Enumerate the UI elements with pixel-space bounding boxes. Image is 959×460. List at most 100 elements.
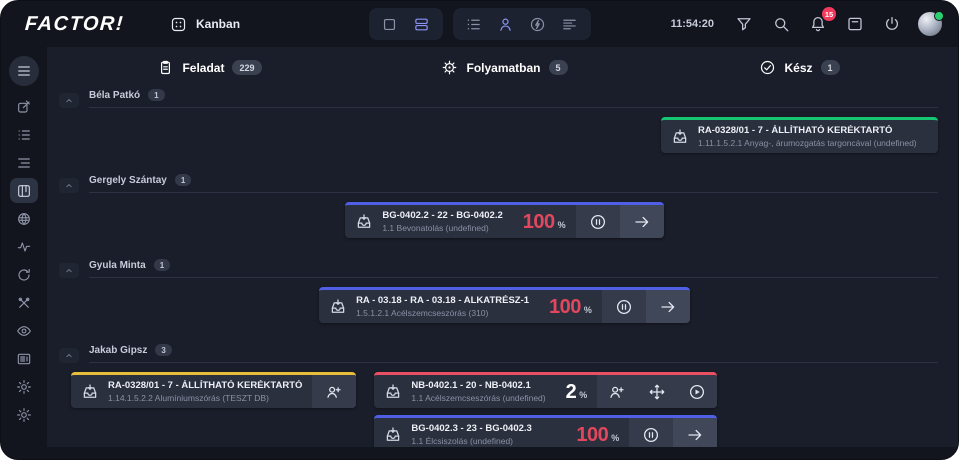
percent-value: 100 [522,210,555,233]
frame-button[interactable] [844,13,866,35]
lane-header: Gyula Minta 1 [59,254,938,278]
lane-collapse-button[interactable] [59,263,79,278]
group-add-button[interactable] [312,375,357,408]
filter-button[interactable] [733,13,755,35]
power-button[interactable] [881,13,903,35]
pause-icon [642,426,660,444]
card-subtitle: 1.11.1.5.2.1 Anyag-, árumozgatás targonc… [698,138,917,149]
person-icon [497,16,514,33]
pause-button[interactable] [601,290,646,323]
card-title: BG-0402.2 - 22 - BG-0402.2 [382,209,503,221]
globe-icon [16,211,32,227]
search-icon [772,15,790,33]
lane-collapse-button[interactable] [59,93,79,108]
card-title: RA-0328/01 - 7 - ÁLLÍTHATÓ KERÉKTARTÓ [698,124,893,136]
funnel-icon [735,15,753,33]
kanban-card[interactable]: RA - 03.18 - RA - 03.18 - ALKATRÉSZ-1 1.5… [319,287,690,323]
toggle-align-mode[interactable] [557,12,583,36]
view-toggle-group [368,8,443,40]
kanban-app-icon [170,16,187,33]
lane-name: Gyula Minta [89,259,146,271]
toggle-rows-view[interactable] [409,12,435,36]
sidebar-item-sync[interactable] [10,262,38,287]
left-sidebar [1,47,47,449]
sidebar-item-menu[interactable] [9,56,39,86]
group-add-button[interactable] [597,375,638,408]
lane-collapse-button[interactable] [59,178,79,193]
percent-unit: % [611,432,620,443]
card-subtitle: 1.1 Élcsiszolás (undefined) [411,436,514,447]
lane-title-row: Gyula Minta 1 [89,259,938,278]
toggle-single-view[interactable] [377,12,403,36]
workstation-icon [329,298,347,316]
column-count-badge: 1 [820,60,840,75]
bell-icon [809,15,827,33]
card-text: NB-0402.1 - 20 - NB-0402.1 1.1 Acélszemcs… [411,380,545,404]
pause-button[interactable] [629,418,674,451]
pulse-icon [16,239,32,255]
workstation-icon [81,383,99,401]
pause-button[interactable] [575,205,620,238]
arrow-right-button[interactable] [619,205,664,238]
card-main: RA-0328/01 - 7 - ÁLLÍTHATÓ KERÉKTARTÓ 1.1… [661,120,938,153]
sidebar-item-system-settings[interactable] [10,402,38,427]
search-button[interactable] [770,13,792,35]
kanban-card[interactable]: BG-0402.2 - 22 - BG-0402.2 1.1 Bevonatolá… [345,202,664,238]
page-title: Kanban [196,17,241,31]
lane-header: Jakab Gipsz 3 [59,339,938,363]
toggle-power-mode[interactable] [525,12,551,36]
lane-header: Béla Patkó 1 [59,84,938,108]
sidebar-item-task-list[interactable] [10,122,38,147]
page-head: Kanban [170,16,240,33]
card-subtitle: 1.14.1.5.2.2 Alumíniumszórás (TESZT DB) [108,393,269,404]
lane-name: Béla Patkó [89,89,141,101]
lane-header: Gergely Szántay 1 [59,169,938,193]
kanban-card[interactable]: NB-0402.1 - 20 - NB-0402.1 1.1 Acélszemcs… [374,372,718,408]
swimlanes: Béla Patkó 1 RA-0328/01 - 7 - ÁLLÍTHATÓ KE… [59,84,938,459]
arrow-right-button[interactable] [673,418,718,451]
kanban-card[interactable]: RA-0328/01 - 7 - ÁLLÍTHATÓ KERÉKTARTÓ 1.1… [661,117,938,153]
card-title: RA - 03.18 - RA - 03.18 - ALKATRÉSZ-1 [356,294,530,306]
play-button[interactable] [677,375,718,408]
toggle-person-mode[interactable] [493,12,519,36]
sidebar-item-visibility[interactable] [10,318,38,343]
sidebar-item-settings[interactable] [10,374,38,399]
check-icon [759,59,776,76]
workstation-icon [384,426,402,444]
card-main: RA-0328/01 - 7 - ÁLLÍTHATÓ KERÉKTARTÓ 1.1… [71,375,312,408]
card-subtitle: 1.1 Acélszemcseszórás (undefined) [411,393,546,404]
card-title: RA-0328/01 - 7 - ÁLLÍTHATÓ KERÉKTARTÓ [108,379,303,391]
notifications-button[interactable]: 15 [807,7,836,35]
arrow-right-button[interactable] [645,290,690,323]
sidebar-item-kanban-board[interactable] [10,178,38,203]
percent-value: 100 [576,423,609,446]
user-avatar[interactable] [918,11,944,36]
toggle-task-list-mode[interactable] [461,12,487,36]
column-label: Folyamatban [466,60,541,75]
move-button[interactable] [637,375,678,408]
clock: 11:54:20 [670,18,714,30]
arrow-right-icon [659,298,677,316]
sidebar-item-globe[interactable] [10,206,38,231]
sidebar-item-tools[interactable] [10,290,38,315]
online-status-dot [934,11,944,21]
notification-count-badge: 15 [822,7,836,21]
kanban-card[interactable]: RA-0328/01 - 7 - ÁLLÍTHATÓ KERÉKTARTÓ 1.1… [71,372,357,408]
sidebar-item-activity[interactable] [10,234,38,259]
top-bar: FACTOR! Kanban 11:54:20 15 [1,1,958,47]
progress-icon [441,59,458,76]
bolt-icon [529,16,546,33]
frame-icon [846,15,864,33]
group-add-icon [608,383,626,401]
percent-unit: % [583,304,592,315]
lane-collapse-button[interactable] [59,348,79,363]
sidebar-item-reports[interactable] [10,346,38,371]
sidebar-item-filter-list[interactable] [10,150,38,175]
sidebar-item-compose[interactable] [10,94,38,119]
lane-name: Jakab Gipsz [89,344,148,356]
kanban-card[interactable]: BG-0402.3 - 23 - BG-0402.3 1.1 Élcsiszolá… [374,415,718,451]
brand-logo: FACTOR! [24,12,125,35]
pause-icon [615,298,633,316]
column-headers: Feladat 229 Folyamatban 5 Kész 1 [59,53,938,84]
card-text: BG-0402.2 - 22 - BG-0402.2 1.1 Bevonatolá… [382,210,502,234]
